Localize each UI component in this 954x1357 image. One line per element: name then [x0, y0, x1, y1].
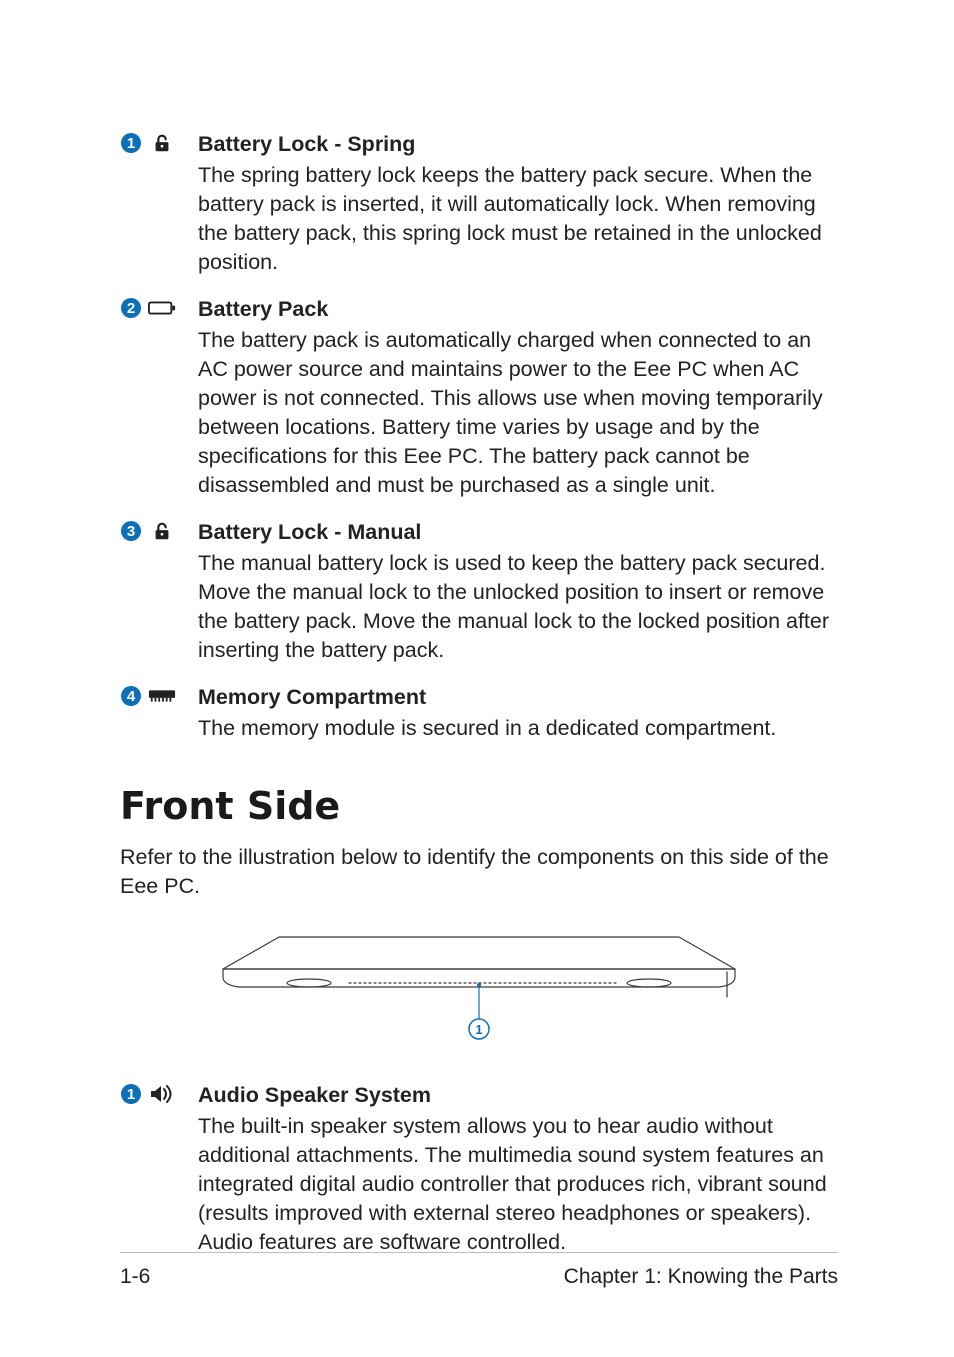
- svg-text:1: 1: [475, 1022, 482, 1037]
- speaker-icon: [148, 1083, 176, 1105]
- item-title: Battery Lock - Manual: [198, 518, 838, 547]
- item-text: The spring battery lock keeps the batter…: [198, 161, 838, 277]
- manual-page: 1 Battery Lock - Spring The spring batte…: [0, 0, 954, 1357]
- front-side-diagram: 1: [120, 927, 838, 1047]
- item-title: Memory Compartment: [198, 683, 838, 712]
- item-text: The battery pack is automatically charge…: [198, 326, 838, 500]
- number-badge-icon: 1: [120, 132, 142, 154]
- item-list-bottom: 1 Audio Speaker System The built-in spea…: [120, 1081, 838, 1257]
- list-item: 1 Audio Speaker System The built-in spea…: [120, 1081, 838, 1257]
- lock-open-icon: [148, 520, 176, 542]
- item-marker: 4: [120, 683, 198, 743]
- list-item: 1 Battery Lock - Spring The spring batte…: [120, 130, 838, 277]
- item-text: The manual battery lock is used to keep …: [198, 549, 838, 665]
- item-body: Battery Lock - Spring The spring battery…: [198, 130, 838, 277]
- item-text: The memory module is secured in a dedica…: [198, 714, 838, 743]
- page-footer: 1-6 Chapter 1: Knowing the Parts: [120, 1252, 838, 1291]
- item-body: Memory Compartment The memory module is …: [198, 683, 838, 743]
- item-body: Battery Pack The battery pack is automat…: [198, 295, 838, 500]
- section-heading: Front Side: [120, 781, 838, 832]
- item-marker: 2: [120, 295, 198, 500]
- svg-text:2: 2: [127, 300, 135, 317]
- item-list-top: 1 Battery Lock - Spring The spring batte…: [120, 130, 838, 743]
- item-marker: 1: [120, 130, 198, 277]
- item-marker: 3: [120, 518, 198, 665]
- item-body: Battery Lock - Manual The manual battery…: [198, 518, 838, 665]
- list-item: 4 Memory Compartment The memory modul: [120, 683, 838, 743]
- svg-text:1: 1: [127, 135, 135, 152]
- svg-text:3: 3: [127, 523, 135, 540]
- number-badge-icon: 4: [120, 685, 142, 707]
- chapter-label: Chapter 1: Knowing the Parts: [564, 1263, 838, 1291]
- section-intro: Refer to the illustration below to ident…: [120, 843, 838, 901]
- number-badge-icon: 2: [120, 297, 142, 319]
- memory-icon: [148, 685, 176, 707]
- item-marker: 1: [120, 1081, 198, 1257]
- number-badge-icon: 1: [120, 1083, 142, 1105]
- number-badge-icon: 3: [120, 520, 142, 542]
- lock-open-icon: [148, 132, 176, 154]
- svg-text:4: 4: [127, 688, 136, 705]
- item-title: Audio Speaker System: [198, 1081, 838, 1110]
- list-item: 2 Battery Pack The battery pack is autom…: [120, 295, 838, 500]
- item-text: The built-in speaker system allows you t…: [198, 1112, 838, 1257]
- list-item: 3 Battery Lock - Manual The manual batte…: [120, 518, 838, 665]
- page-number: 1-6: [120, 1263, 150, 1291]
- svg-text:1: 1: [127, 1086, 135, 1103]
- item-title: Battery Pack: [198, 295, 838, 324]
- item-body: Audio Speaker System The built-in speake…: [198, 1081, 838, 1257]
- battery-icon: [148, 297, 176, 319]
- item-title: Battery Lock - Spring: [198, 130, 838, 159]
